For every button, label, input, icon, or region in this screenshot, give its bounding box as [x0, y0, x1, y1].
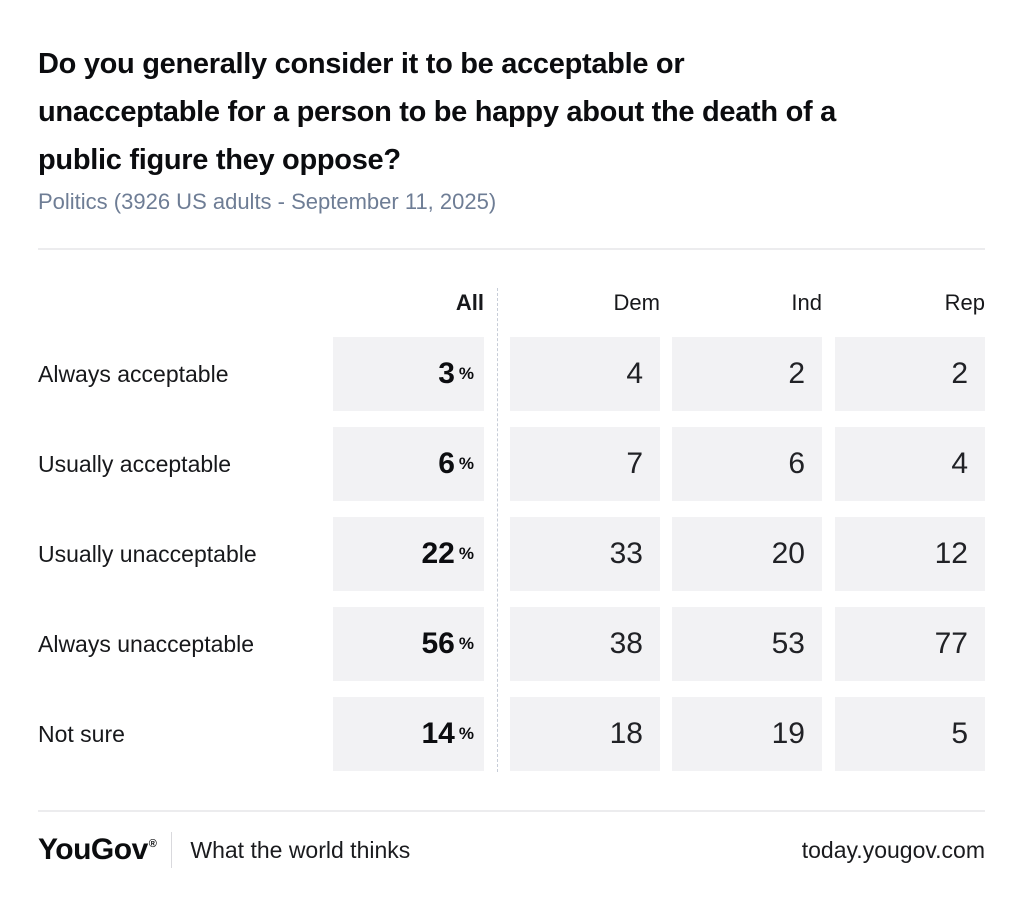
column-header-rep: Rep [944, 290, 985, 315]
title-line-2: unacceptable for a person to be happy ab… [38, 96, 836, 128]
percent-sign: % [458, 454, 474, 473]
cell-dem: 38 [510, 607, 660, 681]
table-row: Usually acceptable 6% 7 6 4 [38, 427, 985, 501]
percent-sign: % [458, 724, 474, 743]
all-vs-party-divider [497, 288, 498, 772]
row-label: Always unacceptable [38, 630, 255, 657]
footer-tagline: What the world thinks [190, 836, 411, 863]
footer-divider [38, 810, 985, 812]
table-row: Always unacceptable 56% 38 53 77 [38, 607, 985, 681]
cell-rep: 2 [835, 337, 985, 411]
cell-all: 3% [333, 337, 484, 411]
footer-vertical-divider [171, 832, 173, 868]
row-label: Usually acceptable [38, 450, 232, 477]
table-row: Not sure 14% 18 19 5 [38, 697, 985, 771]
cell-all: 56% [333, 607, 484, 681]
header: Do you generally consider it to be accep… [38, 40, 998, 217]
cell-dem: 4 [510, 337, 660, 411]
title-line-3: public figure they oppose? [38, 144, 401, 176]
cell-all: 22% [333, 517, 484, 591]
yougov-logo-text: YouGov [38, 833, 148, 866]
yougov-logo: YouGov® [38, 833, 157, 867]
table-body: Always acceptable 3% 4 2 2 Usually accep… [38, 337, 985, 771]
cell-all: 6% [333, 427, 484, 501]
cell-rep: 4 [835, 427, 985, 501]
percent-sign: % [458, 364, 474, 383]
footer-url[interactable]: today.yougov.com [801, 836, 985, 863]
table-header: All Dem Ind Rep [38, 288, 985, 337]
column-header-ind: Ind [791, 290, 822, 315]
cell-dem: 7 [510, 427, 660, 501]
all-value: 14 [421, 717, 455, 750]
registered-trademark: ® [148, 838, 157, 850]
cell-rep: 77 [835, 607, 985, 681]
column-header-all: All [455, 290, 484, 315]
page-subtitle: Politics (3926 US adults - September 11,… [38, 189, 497, 214]
all-value: 56 [421, 627, 455, 660]
cell-dem: 18 [510, 697, 660, 771]
all-value: 3 [438, 357, 455, 390]
percent-sign: % [458, 544, 474, 563]
footer: YouGov® What the world thinks today.youg… [38, 828, 985, 872]
cell-all: 14% [333, 697, 484, 771]
poll-table: All Dem Ind Rep Always acceptable 3% 4 2… [38, 288, 985, 772]
all-value: 22 [421, 537, 455, 570]
page-title: Do you generally consider it to be accep… [38, 40, 998, 184]
top-divider [38, 248, 985, 250]
row-label: Usually unacceptable [38, 540, 257, 567]
cell-rep: 12 [835, 517, 985, 591]
cell-ind: 6 [672, 427, 822, 501]
cell-ind: 19 [672, 697, 822, 771]
cell-ind: 2 [672, 337, 822, 411]
table-row: Usually unacceptable 22% 33 20 12 [38, 517, 985, 591]
title-line-1: Do you generally consider it to be accep… [38, 48, 685, 80]
cell-dem: 33 [510, 517, 660, 591]
cell-ind: 53 [672, 607, 822, 681]
column-header-dem: Dem [613, 290, 660, 315]
cell-rep: 5 [835, 697, 985, 771]
percent-sign: % [458, 634, 474, 653]
row-label: Always acceptable [38, 360, 229, 387]
all-value: 6 [438, 447, 455, 480]
cell-ind: 20 [672, 517, 822, 591]
table-row: Always acceptable 3% 4 2 2 [38, 337, 985, 411]
row-label: Not sure [38, 720, 125, 747]
